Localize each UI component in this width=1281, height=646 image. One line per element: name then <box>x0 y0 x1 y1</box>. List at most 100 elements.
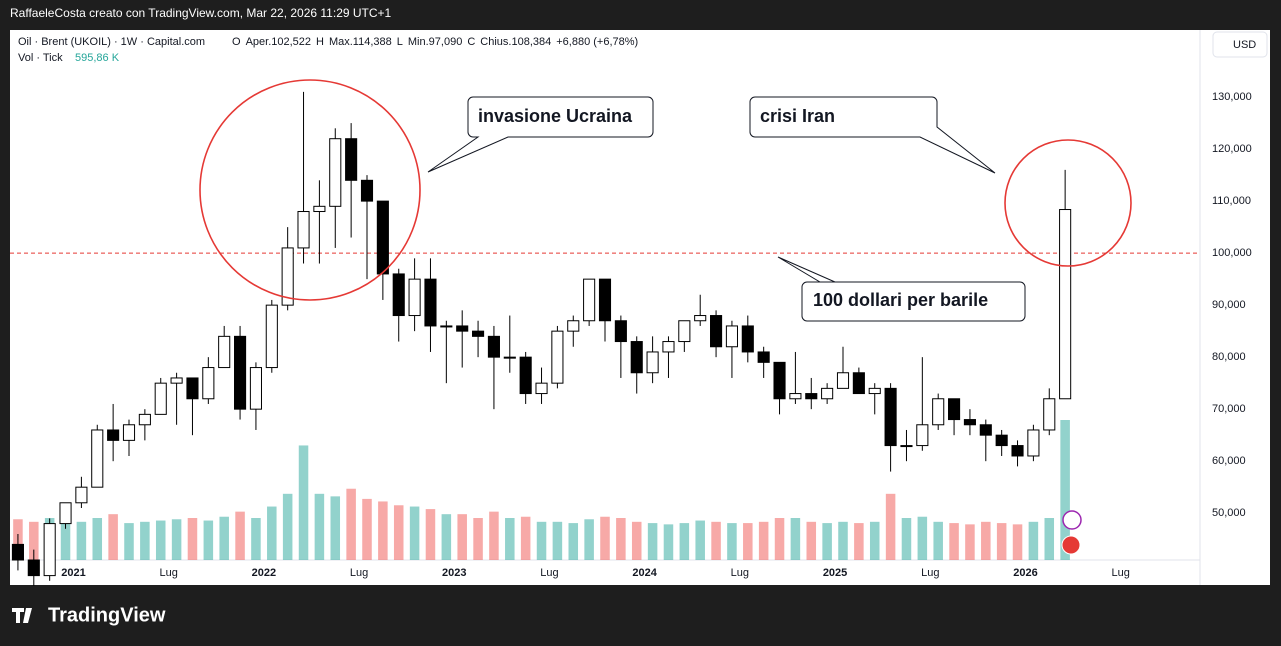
callout-box <box>427 96 654 173</box>
volume-bar <box>711 521 721 560</box>
volume-bar <box>219 516 229 560</box>
candle-body <box>313 205 326 213</box>
candle-body <box>741 325 754 353</box>
event-icon[interactable] <box>1062 510 1082 530</box>
volume-bar <box>171 519 182 560</box>
candle-body <box>122 424 136 441</box>
candle-body <box>170 377 183 384</box>
candle-body <box>1043 398 1056 431</box>
annotation: 100 dollari per barile <box>813 290 988 310</box>
volume-bar <box>901 518 912 560</box>
volume-bar <box>235 511 245 560</box>
volume-bar <box>378 501 388 560</box>
ohlc-item: Min.97,090 <box>408 36 462 48</box>
volume-bar <box>981 521 991 560</box>
x-tick-label: 2022 <box>252 567 276 579</box>
candle-body <box>392 273 405 317</box>
volume-bar <box>473 518 483 560</box>
ohlc-item: Max.114,388 <box>329 36 392 48</box>
candle-body <box>91 429 104 488</box>
candle-body <box>694 315 707 322</box>
x-tick-label: Lug <box>1111 567 1129 579</box>
x-tick-label: 2023 <box>442 567 466 579</box>
volume-bar <box>155 520 166 560</box>
candle-body <box>678 320 691 343</box>
x-tick-label: Lug <box>540 567 558 579</box>
volume-bar <box>616 518 626 560</box>
candle-body <box>932 398 945 426</box>
candle-body <box>630 341 643 374</box>
ohlc-item: Aper.102,522 <box>246 36 311 48</box>
y-tick-label: 130,000 <box>1212 91 1252 103</box>
candle-body <box>583 278 596 322</box>
volume-bar <box>774 518 785 560</box>
candle-body <box>1059 209 1072 400</box>
candle-body <box>281 247 294 306</box>
volume-bar <box>92 518 103 560</box>
candle-body <box>884 387 897 447</box>
volume-bar <box>854 523 864 560</box>
candle-body <box>614 320 627 343</box>
volume-bar <box>838 521 848 560</box>
candle-body <box>963 419 976 426</box>
x-tick-label: Lug <box>159 567 177 579</box>
candle-body <box>27 559 40 577</box>
x-tick-label: Lug <box>921 567 939 579</box>
highlight-circle <box>1004 139 1132 267</box>
volume-bar <box>663 524 674 560</box>
volume-bar <box>743 523 753 560</box>
y-tick-label: 60,000 <box>1212 455 1246 467</box>
candle-body <box>249 367 262 410</box>
volume-bar <box>203 520 214 560</box>
candle-body <box>868 387 881 395</box>
ohlc-item: Chius.108,384 <box>480 36 551 48</box>
candle-body <box>376 200 389 275</box>
volume-bar <box>647 523 658 560</box>
volume-bar <box>425 509 436 560</box>
volume-bar <box>536 521 547 560</box>
x-tick-label: Lug <box>731 567 749 579</box>
candle-body <box>234 335 247 410</box>
candle-body <box>900 445 913 448</box>
volume-bar <box>996 523 1007 560</box>
candle-body <box>979 424 992 436</box>
volume-bar <box>60 520 71 560</box>
candle-body <box>154 382 167 415</box>
candle-body <box>424 278 437 327</box>
candle-body <box>710 315 723 348</box>
callout-box <box>777 256 1026 322</box>
candle-body <box>1011 445 1024 457</box>
volume-bar <box>933 521 943 560</box>
event-icon[interactable] <box>1061 535 1081 555</box>
candle-body <box>11 543 24 561</box>
volume-bar <box>409 506 420 560</box>
candle-body <box>852 372 865 395</box>
volume-bar <box>267 506 277 560</box>
volume-bar <box>346 488 356 560</box>
candle-body <box>472 330 485 337</box>
volume-bar <box>869 521 880 560</box>
candle-body <box>503 356 516 359</box>
currency-button[interactable] <box>1212 31 1268 58</box>
ohlc-item: O <box>232 36 241 48</box>
candle-body <box>805 393 818 400</box>
volume-bar <box>124 523 134 560</box>
candle-body <box>59 502 72 525</box>
y-tick-label: 90,000 <box>1212 299 1246 311</box>
volume-bar <box>727 523 737 560</box>
candle-body <box>836 372 850 389</box>
candle-body <box>535 382 548 395</box>
highlight-circle <box>199 79 421 301</box>
volume-bar <box>76 521 87 560</box>
volume-bar <box>251 518 261 560</box>
ohlc-item: C <box>467 36 475 48</box>
volume-bar <box>314 493 325 560</box>
y-tick-label: 110,000 <box>1212 195 1251 207</box>
candle-body <box>202 367 215 400</box>
candle-body <box>440 325 453 328</box>
ohlc-item: +6,880 (+6,78%) <box>556 36 638 48</box>
candle-body <box>408 278 421 317</box>
candle-body <box>1027 429 1040 457</box>
volume-bar <box>822 523 832 560</box>
volume-bar <box>362 498 372 560</box>
